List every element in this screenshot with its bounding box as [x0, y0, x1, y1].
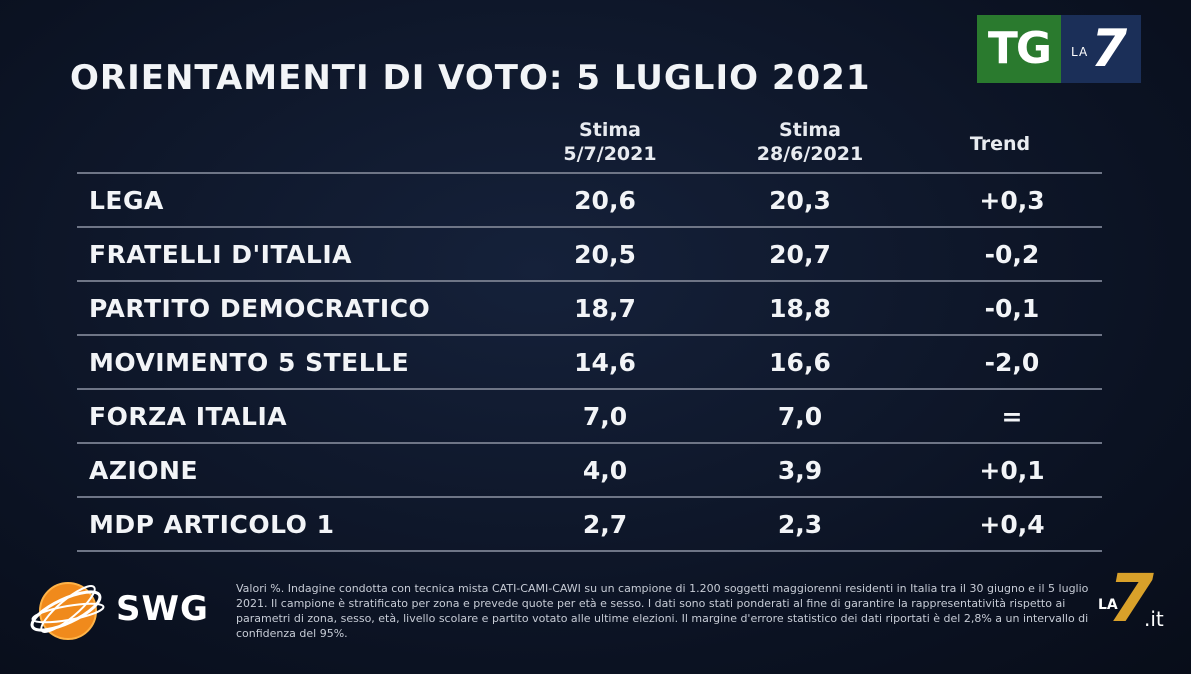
tg-la7-logo: TG LA 7 [977, 15, 1141, 83]
trend-value: +0,3 [979, 186, 1045, 215]
column-header-trend: Trend [969, 133, 1031, 155]
party-name: PARTITO DEMOCRATICO [89, 294, 431, 323]
table-row: AZIONE 4,0 3,9 +0,1 [77, 444, 1102, 498]
la7-seven-logo-text: 7 [1108, 560, 1154, 637]
table-row: FRATELLI D'ITALIA 20,5 20,7 -0,2 [77, 228, 1102, 282]
trend-value: -0,2 [984, 240, 1040, 269]
value-current: 20,6 [574, 186, 636, 215]
trend-value: +0,1 [979, 456, 1045, 485]
table-row: PARTITO DEMOCRATICO 18,7 18,8 -0,1 [77, 282, 1102, 336]
table-row: LEGA 20,6 20,3 +0,3 [77, 174, 1102, 228]
table-row: MOVIMENTO 5 STELLE 14,6 16,6 -2,0 [77, 336, 1102, 390]
value-current: 7,0 [582, 402, 628, 431]
value-previous: 2,3 [777, 510, 823, 539]
value-current: 4,0 [582, 456, 628, 485]
party-name: MOVIMENTO 5 STELLE [89, 348, 410, 377]
value-current: 2,7 [582, 510, 628, 539]
value-previous: 20,7 [769, 240, 831, 269]
party-name: MDP ARTICOLO 1 [89, 510, 335, 539]
page-title: ORIENTAMENTI DI VOTO: 5 LUGLIO 2021 [70, 58, 871, 98]
la7-it-logo: 7 LA .it [1096, 563, 1174, 635]
tg-logo-text: TG [977, 15, 1061, 83]
party-name: LEGA [89, 186, 164, 215]
la7-la-logo-text: LA [1098, 597, 1118, 613]
column-header-line1: Stima [779, 119, 841, 141]
swg-globe-icon [30, 582, 105, 640]
methodology-note: Valori %. Indagine condotta con tecnica … [236, 582, 1089, 640]
column-header-line1: Stima [579, 119, 641, 141]
value-current: 14,6 [574, 348, 636, 377]
swg-logo-text: SWG [116, 589, 209, 629]
la7-it-logo-text: .it [1144, 607, 1164, 631]
swg-logo: SWG [28, 573, 218, 647]
seven-logo-text: 7 [1091, 19, 1128, 79]
value-previous: 18,8 [769, 294, 831, 323]
value-current: 18,7 [574, 294, 636, 323]
poll-table: LEGA 20,6 20,3 +0,3 FRATELLI D'ITALIA 20,5 20,… [77, 172, 1102, 552]
column-header-stima-current: Stima 5/7/2021 [540, 118, 680, 166]
table-row: FORZA ITALIA 7,0 7,0 = [77, 390, 1102, 444]
value-previous: 3,9 [777, 456, 823, 485]
trend-value: = [1001, 402, 1023, 431]
trend-value: -2,0 [984, 348, 1040, 377]
trend-value: -0,1 [984, 294, 1040, 323]
table-top-divider [77, 172, 1102, 174]
value-previous: 16,6 [769, 348, 831, 377]
table-row: MDP ARTICOLO 1 2,7 2,3 +0,4 [77, 498, 1102, 552]
party-name: FORZA ITALIA [89, 402, 288, 431]
la-logo-text: LA [1071, 45, 1089, 59]
column-header-stima-previous: Stima 28/6/2021 [730, 118, 890, 166]
party-name: AZIONE [89, 456, 199, 485]
party-name: FRATELLI D'ITALIA [89, 240, 352, 269]
value-previous: 7,0 [777, 402, 823, 431]
column-header-line2: 5/7/2021 [563, 143, 657, 165]
table-body: LEGA 20,6 20,3 +0,3 FRATELLI D'ITALIA 20,5 20,… [77, 174, 1102, 552]
column-header-line2: 28/6/2021 [756, 143, 864, 165]
la7-logo-block: LA 7 [1061, 15, 1141, 83]
value-previous: 20,3 [769, 186, 831, 215]
value-current: 20,5 [574, 240, 636, 269]
trend-value: +0,4 [979, 510, 1045, 539]
